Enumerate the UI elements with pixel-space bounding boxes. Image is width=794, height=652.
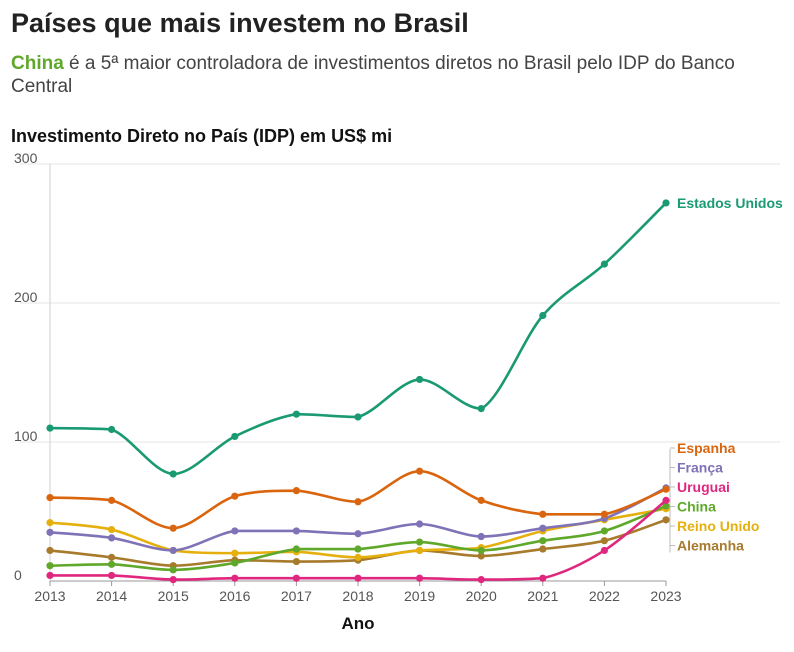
data-point-china-2017 (292, 545, 300, 553)
data-point-estados-unidos-2013 (46, 424, 54, 432)
data-point-reino-unido-2013 (46, 519, 54, 527)
data-point-china-2014 (108, 560, 116, 568)
chart-title: Investimento Direto no País (IDP) em US$… (11, 126, 393, 146)
data-point-uruguai-2021 (539, 574, 547, 582)
subtitle-highlight: China (11, 53, 64, 74)
data-point-china-2019 (416, 538, 424, 546)
page-title: Países que mais investem no Brasil (11, 8, 469, 38)
data-point-estados-unidos-2021 (539, 311, 547, 320)
data-point-uruguai-2019 (416, 574, 424, 582)
data-point-alemanha-2013 (46, 546, 54, 555)
data-point-estados-unidos-2018 (354, 413, 362, 421)
data-point-china-2013 (46, 562, 54, 570)
data-point-uruguai-2015 (169, 576, 177, 584)
series-label-estados-unidos: Estados Unidos (677, 195, 783, 211)
series-label-uruguai: Uruguai (677, 479, 730, 495)
data-point-reino-unido-2014 (108, 525, 116, 534)
data-point-uruguai-2017 (292, 574, 300, 582)
x-axis-label: Ano (341, 614, 374, 633)
data-point-espanha-2018 (354, 498, 362, 506)
data-point-estados-unidos-2017 (292, 410, 300, 418)
data-point-uruguai-2023 (662, 496, 670, 504)
data-point-alemanha-2021 (539, 545, 547, 553)
data-point-espanha-2023 (662, 485, 670, 493)
y-tick-label: 200 (14, 289, 38, 305)
data-point-franca-2017 (292, 527, 300, 535)
series-line-estados-unidos (49, 201, 667, 476)
data-point-franca-2020 (477, 532, 485, 541)
data-point-uruguai-2013 (46, 571, 54, 580)
data-point-franca-2014 (108, 534, 116, 542)
data-point-franca-2015 (169, 546, 177, 555)
data-point-estados-unidos-2023 (662, 199, 670, 207)
data-point-espanha-2019 (416, 467, 424, 475)
data-point-china-2018 (354, 545, 362, 553)
y-tick-label: 300 (14, 150, 38, 166)
series-label-reino-unido: Reino Unido (677, 518, 759, 534)
x-tick-label: 2019 (404, 588, 435, 604)
x-tick-label: 2018 (342, 588, 373, 604)
series-label-franca: França (677, 460, 723, 476)
data-point-estados-unidos-2019 (416, 375, 424, 384)
data-point-china-2015 (169, 566, 177, 574)
data-point-uruguai-2022 (600, 546, 609, 555)
data-point-china-2023 (662, 502, 670, 510)
data-point-reino-unido-2016 (231, 549, 239, 557)
data-point-estados-unidos-2022 (600, 260, 609, 268)
data-point-franca-2016 (231, 527, 239, 535)
data-point-china-2020 (477, 546, 485, 555)
data-point-espanha-2016 (231, 492, 239, 500)
x-tick-label: 2016 (219, 588, 250, 604)
x-tick-label: 2023 (650, 588, 681, 604)
x-tick-label: 2017 (281, 588, 312, 604)
data-point-franca-2019 (416, 520, 424, 528)
data-point-estados-unidos-2020 (477, 405, 485, 413)
data-point-espanha-2013 (46, 494, 54, 502)
data-point-alemanha-2023 (662, 516, 670, 524)
data-point-espanha-2017 (292, 487, 300, 495)
data-point-estados-unidos-2014 (108, 425, 116, 434)
data-point-estados-unidos-2016 (231, 432, 239, 441)
data-point-alemanha-2014 (108, 553, 116, 561)
data-point-uruguai-2014 (108, 571, 116, 580)
x-tick-label: 2020 (466, 588, 497, 604)
x-tick-label: 2022 (589, 588, 620, 604)
data-point-uruguai-2020 (477, 576, 485, 584)
data-point-uruguai-2018 (354, 574, 362, 582)
data-point-espanha-2015 (169, 524, 177, 532)
series-label-espanha: Espanha (677, 440, 736, 456)
y-tick-label: 0 (14, 567, 22, 583)
x-tick-label: 2013 (34, 588, 65, 604)
data-point-reino-unido-2019 (416, 546, 424, 555)
data-point-china-2021 (539, 537, 547, 545)
data-point-china-2016 (231, 559, 239, 567)
data-point-espanha-2014 (108, 496, 116, 504)
series-label-alemanha: Alemanha (677, 538, 744, 554)
data-point-alemanha-2020 (477, 552, 485, 560)
data-point-espanha-2022 (600, 510, 609, 518)
data-point-espanha-2020 (477, 496, 485, 504)
page-subtitle: China é a 5ª maior controladora de inves… (11, 52, 781, 98)
data-point-alemanha-2017 (292, 557, 300, 566)
data-point-franca-2021 (539, 524, 547, 532)
data-point-franca-2018 (354, 530, 362, 538)
data-point-estados-unidos-2015 (169, 470, 177, 478)
data-point-espanha-2021 (539, 510, 547, 518)
y-tick-label: 100 (14, 428, 38, 444)
data-point-uruguai-2016 (231, 574, 239, 582)
x-tick-label: 2021 (527, 588, 558, 604)
data-point-reino-unido-2018 (354, 553, 362, 561)
x-tick-label: 2015 (158, 588, 189, 604)
data-point-franca-2013 (46, 528, 54, 536)
data-point-alemanha-2022 (600, 537, 609, 545)
series-label-china: China (677, 499, 716, 515)
subtitle-text: é a 5ª maior controladora de investiment… (11, 53, 735, 97)
data-point-china-2022 (600, 527, 609, 535)
x-tick-label: 2014 (96, 588, 127, 604)
